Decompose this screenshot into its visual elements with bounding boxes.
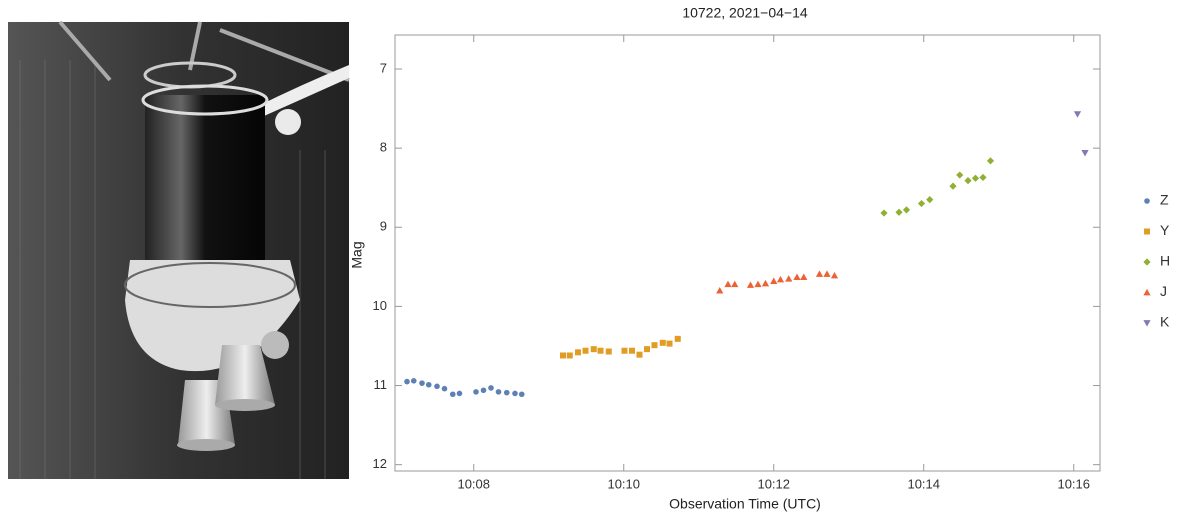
point (480, 387, 487, 394)
point (488, 385, 494, 391)
point (746, 281, 755, 288)
point (1081, 150, 1089, 157)
point (964, 176, 972, 185)
point (926, 195, 934, 204)
legend-label: Z (1160, 192, 1169, 208)
chart-title: 10722, 2021−04−14 (682, 5, 808, 21)
point (560, 352, 566, 359)
point (503, 389, 510, 396)
point (621, 347, 628, 354)
point (473, 389, 479, 395)
point (761, 279, 770, 287)
point (716, 286, 724, 294)
point (566, 352, 573, 359)
point (971, 174, 980, 182)
point (754, 280, 762, 288)
legend-marker (1144, 198, 1150, 204)
point (793, 273, 801, 281)
y-tick-label: 12 (373, 456, 387, 471)
point (917, 199, 926, 208)
legend-label: Y (1160, 222, 1170, 238)
point (419, 380, 425, 386)
y-tick-label: 9 (380, 219, 387, 234)
point (979, 173, 987, 182)
y-axis-label: Mag (350, 241, 365, 268)
legend-label: H (1160, 253, 1170, 269)
point (724, 280, 732, 288)
point (404, 378, 410, 385)
x-tick-label: 10:12 (757, 476, 790, 491)
point (575, 349, 581, 356)
x-tick-label: 10:10 (607, 476, 640, 491)
plot-frame (394, 34, 1101, 472)
point (629, 347, 635, 354)
point (895, 208, 903, 216)
legend-label: K (1160, 314, 1170, 330)
point (815, 270, 824, 277)
point (644, 346, 650, 353)
point (597, 347, 604, 354)
point (902, 206, 911, 214)
point (830, 271, 839, 279)
point (518, 391, 525, 398)
point (986, 157, 995, 165)
point (785, 275, 793, 282)
x-tick-label: 10:08 (457, 476, 490, 491)
y-tick-label: 8 (380, 140, 387, 155)
point (512, 390, 518, 397)
point (495, 389, 502, 395)
point (605, 348, 612, 355)
wall-lines (19, 60, 326, 479)
y-tick-label: 7 (380, 60, 387, 75)
point (823, 270, 831, 277)
point (651, 342, 658, 349)
legend-label: J (1160, 283, 1167, 299)
point (434, 383, 440, 390)
point (636, 351, 643, 358)
point (731, 280, 739, 288)
point (441, 385, 448, 392)
point (659, 339, 666, 346)
point (425, 381, 432, 388)
point (582, 347, 589, 354)
y-tick-label: 10 (373, 298, 387, 313)
legend-marker (1143, 258, 1151, 266)
x-tick-label: 10:16 (1057, 476, 1090, 491)
point (666, 340, 673, 347)
point (674, 335, 681, 342)
x-tick-label: 10:14 (907, 476, 940, 491)
point (800, 273, 808, 281)
point (1073, 111, 1082, 118)
point (770, 277, 778, 284)
legend-marker (1144, 228, 1150, 235)
legend-marker (1143, 320, 1151, 327)
point (449, 391, 456, 398)
point (456, 390, 463, 397)
point (956, 171, 964, 179)
point (949, 182, 957, 190)
point (880, 209, 888, 217)
point (776, 275, 785, 283)
photo (8, 20, 350, 479)
chart: 10722, 2021−04−14 Observation Time (UTC)… (350, 5, 1170, 512)
point (410, 377, 417, 384)
legend-marker (1143, 288, 1151, 296)
point (590, 346, 597, 353)
y-tick-label: 11 (374, 377, 388, 392)
x-axis-label: Observation Time (UTC) (669, 496, 821, 512)
